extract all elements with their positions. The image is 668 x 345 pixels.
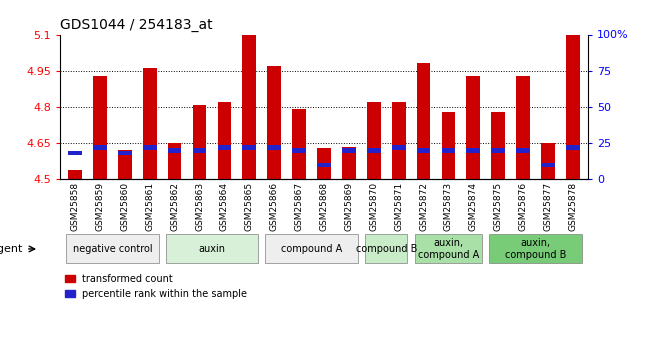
Bar	[417, 63, 430, 179]
Bar	[192, 105, 206, 179]
Bar	[242, 34, 256, 179]
Legend: transformed count, percentile rank within the sample: transformed count, percentile rank withi…	[65, 274, 247, 299]
Bar	[68, 170, 82, 179]
Bar	[317, 148, 331, 179]
FancyBboxPatch shape	[415, 235, 482, 264]
Bar	[317, 163, 331, 167]
Bar	[118, 150, 132, 179]
Bar	[342, 147, 356, 179]
FancyBboxPatch shape	[365, 235, 407, 264]
Bar	[143, 68, 156, 179]
Text: auxin: auxin	[198, 244, 226, 254]
Bar	[242, 145, 256, 150]
Bar	[292, 109, 306, 179]
Bar	[466, 148, 480, 152]
Bar	[516, 76, 530, 179]
Bar	[93, 145, 107, 150]
Bar	[367, 102, 381, 179]
Bar	[392, 102, 405, 179]
Text: compound B: compound B	[355, 244, 417, 254]
Bar	[218, 145, 231, 150]
Text: agent: agent	[0, 244, 23, 254]
Text: auxin,
compound A: auxin, compound A	[418, 238, 479, 260]
Bar	[417, 148, 430, 152]
Bar	[566, 34, 580, 179]
Bar	[442, 112, 456, 179]
Text: negative control: negative control	[73, 244, 152, 254]
Bar	[541, 163, 555, 167]
FancyBboxPatch shape	[490, 235, 582, 264]
Bar	[118, 151, 132, 156]
Bar	[68, 151, 82, 156]
Bar	[143, 145, 156, 150]
Bar	[442, 148, 456, 152]
Bar	[367, 148, 381, 152]
Text: compound A: compound A	[281, 244, 342, 254]
Bar	[292, 148, 306, 152]
Bar	[192, 148, 206, 152]
Bar	[392, 145, 405, 150]
Bar	[466, 76, 480, 179]
Bar	[168, 148, 182, 152]
Bar	[541, 143, 555, 179]
Text: GDS1044 / 254183_at: GDS1044 / 254183_at	[60, 18, 212, 32]
Bar	[342, 148, 356, 152]
FancyBboxPatch shape	[265, 235, 357, 264]
Bar	[492, 148, 505, 152]
Bar	[492, 112, 505, 179]
FancyBboxPatch shape	[166, 235, 258, 264]
Bar	[267, 145, 281, 150]
Text: auxin,
compound B: auxin, compound B	[505, 238, 566, 260]
Bar	[218, 102, 231, 179]
Bar	[516, 148, 530, 152]
Bar	[168, 143, 182, 179]
Bar	[267, 66, 281, 179]
FancyBboxPatch shape	[66, 235, 158, 264]
Bar	[93, 76, 107, 179]
Bar	[566, 145, 580, 150]
